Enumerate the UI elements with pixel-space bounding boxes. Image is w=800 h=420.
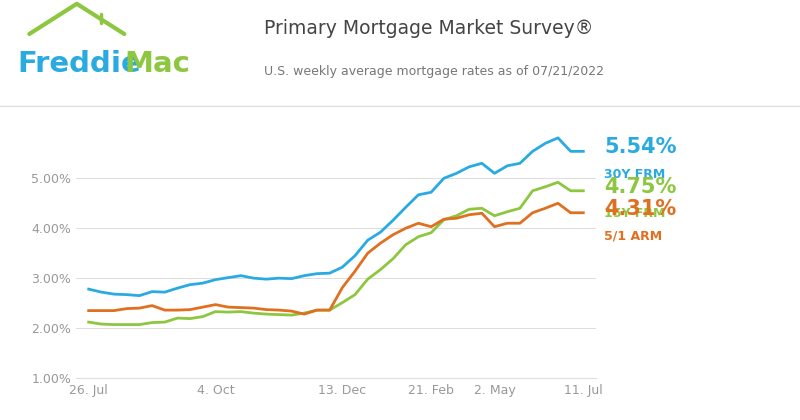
Text: 5.54%: 5.54%: [604, 137, 677, 157]
Text: 4.75%: 4.75%: [604, 176, 676, 197]
Text: Mac: Mac: [124, 50, 190, 79]
Text: 15Y FRM: 15Y FRM: [604, 207, 666, 220]
Text: U.S. weekly average mortgage rates as of 07/21/2022: U.S. weekly average mortgage rates as of…: [264, 65, 604, 78]
Text: 4.31%: 4.31%: [604, 199, 676, 218]
Text: Freddie: Freddie: [18, 50, 142, 79]
Text: 5/1 ARM: 5/1 ARM: [604, 229, 662, 242]
Text: 30Y FRM: 30Y FRM: [604, 168, 666, 181]
Text: Primary Mortgage Market Survey®: Primary Mortgage Market Survey®: [264, 19, 594, 38]
